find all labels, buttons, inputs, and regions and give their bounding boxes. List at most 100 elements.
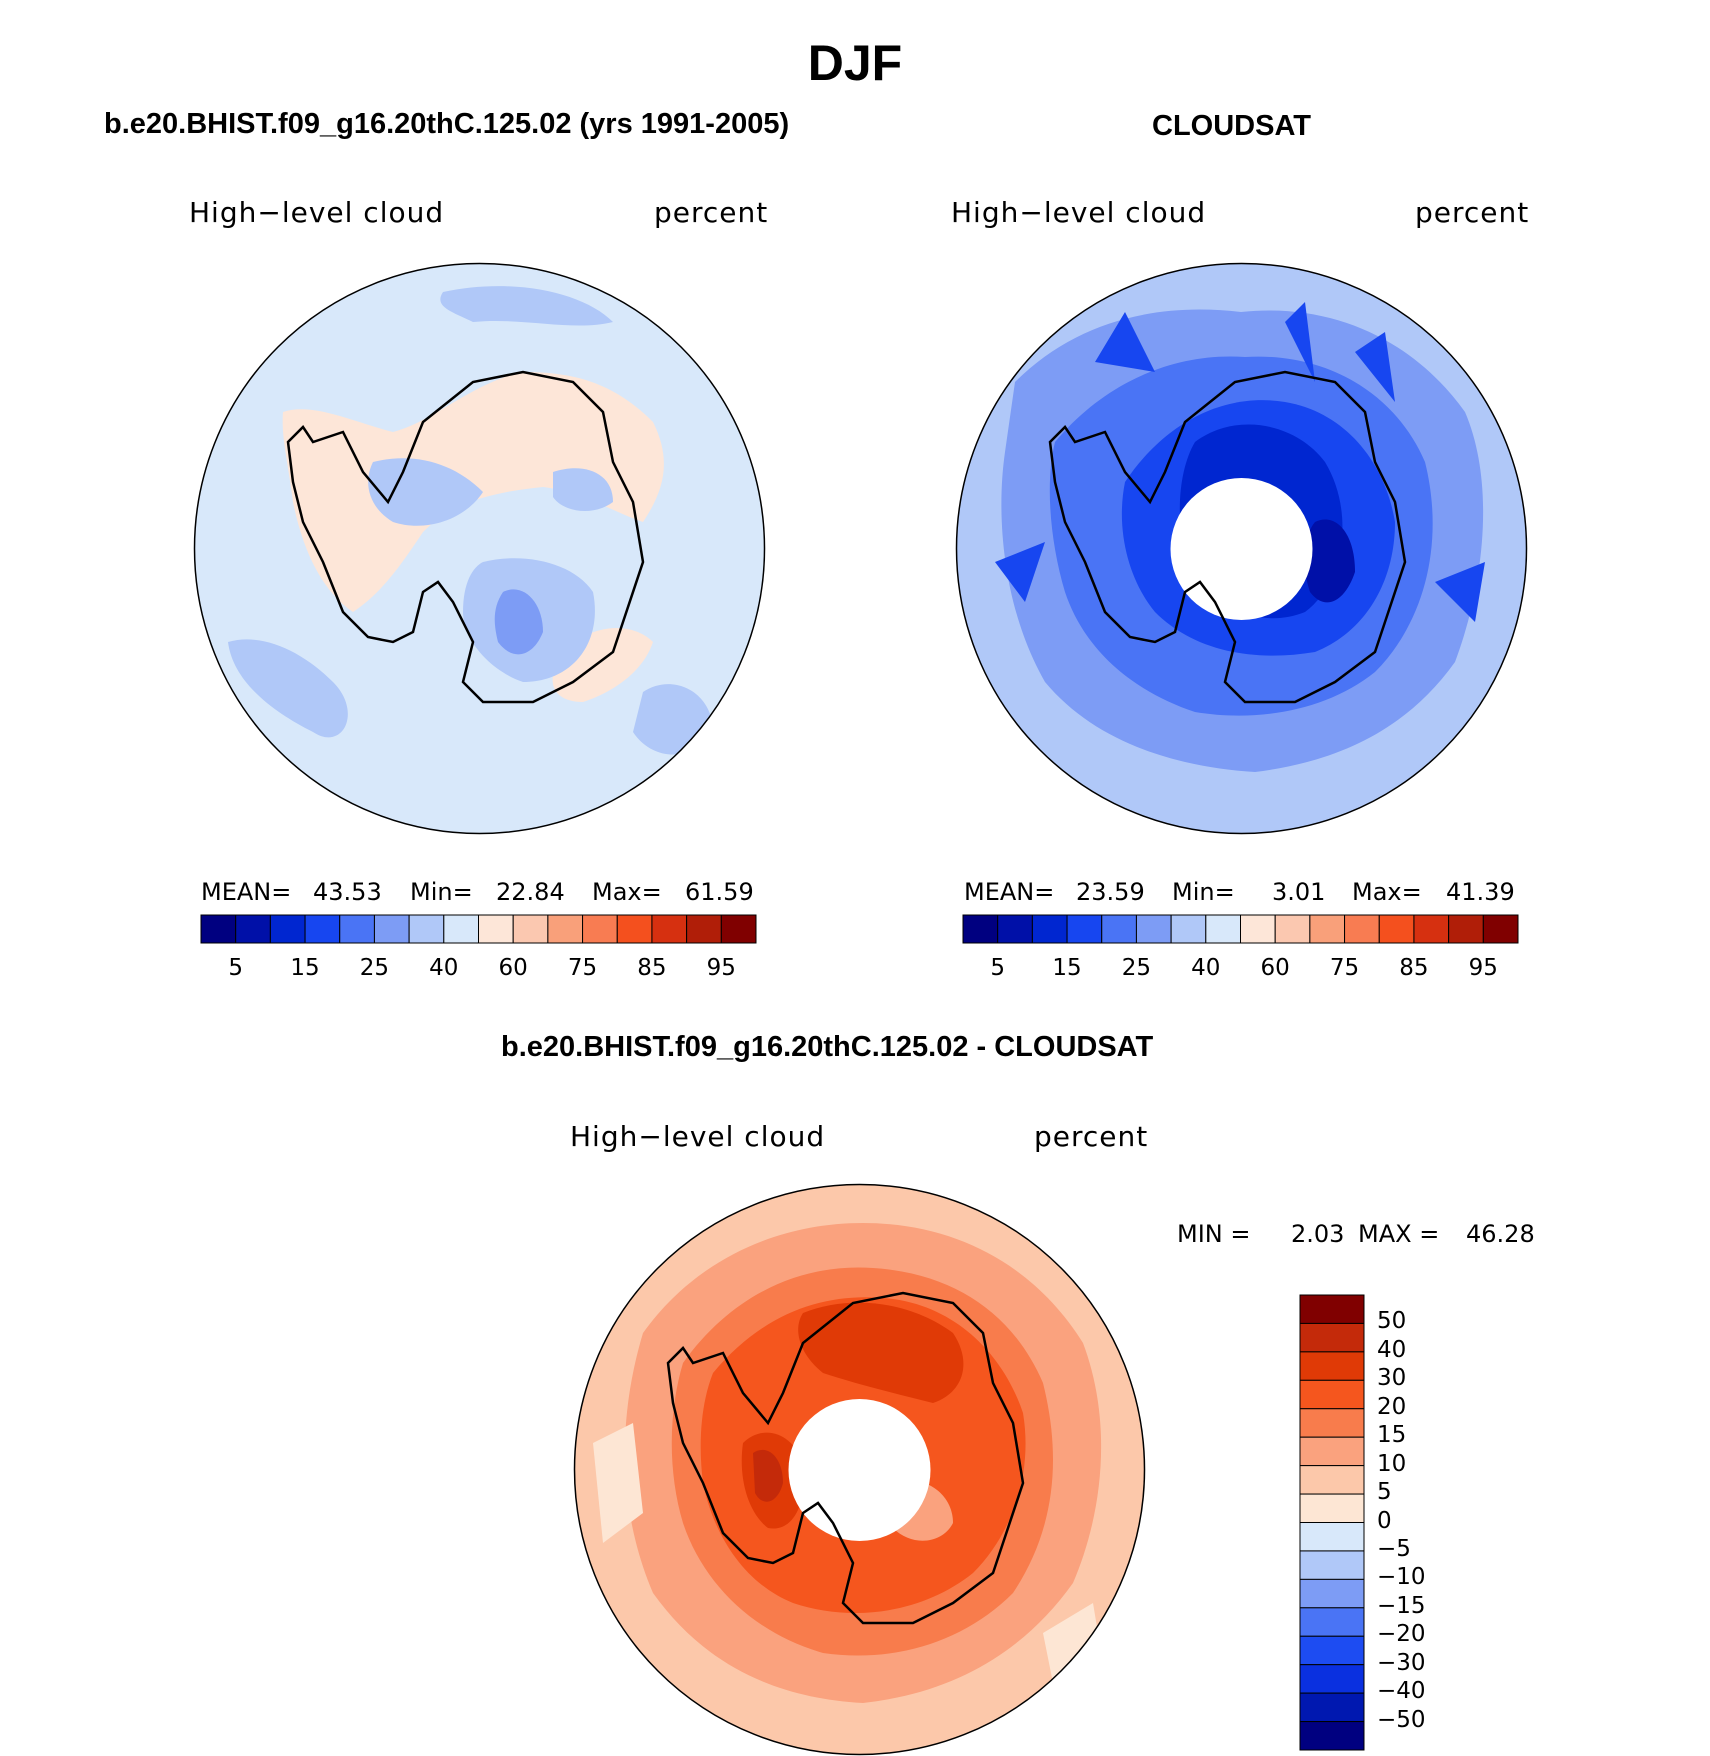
model-mean-label: MEAN= — [201, 878, 292, 906]
model-variable-label: High−level cloud — [189, 196, 445, 229]
model-colorbar-swatch — [269, 914, 306, 944]
diff-colorbar-swatch — [1299, 1607, 1365, 1637]
model-colorbar-swatch — [443, 914, 479, 944]
obs-colorbar-swatch — [1448, 914, 1484, 944]
model-panel-title: b.e20.BHIST.f09_g16.20thC.125.02 (yrs 19… — [104, 108, 790, 140]
diff-colorbar-swatch — [1299, 1578, 1365, 1609]
diff-colorbar-tick-label: 40 — [1377, 1336, 1407, 1363]
antarctica-coastline — [1048, 370, 1407, 704]
diff-colorbar-tick-label: −30 — [1377, 1649, 1426, 1676]
model-min-label: Min= — [410, 878, 473, 906]
diff-colorbar-swatch — [1299, 1379, 1365, 1410]
obs-mean-value: 23.59 — [1076, 878, 1145, 906]
model-colorbar — [200, 914, 757, 944]
diff-colorbar-swatch — [1299, 1635, 1365, 1666]
diff-colorbar-swatch — [1299, 1664, 1365, 1694]
obs-colorbar-tick-label: 15 — [1052, 955, 1082, 981]
obs-colorbar-swatch — [1101, 914, 1137, 944]
obs-min-value: 3.01 — [1272, 878, 1326, 906]
diff-colorbar-swatch — [1299, 1493, 1365, 1523]
obs-colorbar-tick-label: 25 — [1121, 955, 1152, 981]
obs-colorbar-tick-label: 75 — [1329, 955, 1360, 981]
obs-mean-label: MEAN= — [964, 878, 1055, 906]
model-colorbar-swatch — [686, 914, 722, 944]
figure-title: DJF — [807, 35, 903, 91]
model-colorbar-swatch — [582, 914, 618, 944]
obs-colorbar-tick-label: 40 — [1191, 955, 1221, 981]
obs-polar-map — [955, 262, 1528, 835]
diff-colorbar-swatch — [1299, 1721, 1365, 1751]
diff-colorbar-swatch — [1299, 1351, 1365, 1381]
diff-colorbar-tick-label: −20 — [1377, 1621, 1426, 1648]
model-colorbar-tick-label: 60 — [498, 955, 528, 981]
obs-colorbar-swatch — [997, 914, 1033, 944]
obs-colorbar-swatch — [1031, 914, 1068, 944]
model-colorbar-swatch — [512, 914, 549, 944]
diff-colorbar-swatch — [1299, 1465, 1365, 1495]
model-colorbar-tick-label: 40 — [429, 955, 459, 981]
diff-colorbar-tick-label: −15 — [1377, 1592, 1426, 1619]
diff-variable-label: High−level cloud — [570, 1120, 826, 1153]
obs-colorbar-tick-label: 85 — [1399, 955, 1429, 981]
model-colorbar-swatch — [408, 914, 445, 944]
diff-polar-map — [573, 1183, 1146, 1756]
diff-colorbar-tick-label: −10 — [1377, 1564, 1426, 1591]
diff-colorbar-tick-label: 0 — [1377, 1507, 1392, 1534]
obs-colorbar-swatch — [1240, 914, 1276, 944]
diff-colorbar-tick-label: 10 — [1377, 1450, 1407, 1477]
model-colorbar-swatch — [339, 914, 375, 944]
diff-panel-title: b.e20.BHIST.f09_g16.20thC.125.02 - CLOUD… — [501, 1031, 1154, 1063]
diff-colorbar-swatch — [1299, 1436, 1365, 1467]
model-colorbar-swatch — [478, 914, 514, 944]
model-min-value: 22.84 — [496, 878, 565, 906]
diff-colorbar-tick-label: 5 — [1377, 1479, 1392, 1506]
model-colorbar-swatch — [304, 914, 341, 944]
obs-colorbar-swatch — [1135, 914, 1172, 944]
model-colorbar-tick-label: 15 — [290, 955, 320, 981]
obs-colorbar-swatch — [1170, 914, 1207, 944]
model-polar-map — [193, 262, 766, 835]
model-colorbar-swatch — [720, 914, 757, 944]
diff-colorbar-tick-label: −40 — [1377, 1678, 1426, 1705]
model-colorbar-swatch — [616, 914, 653, 944]
obs-colorbar-swatch — [1274, 914, 1311, 944]
obs-colorbar-tick-label: 5 — [990, 955, 1005, 981]
obs-colorbar-swatch — [962, 914, 999, 944]
model-colorbar-swatch — [200, 914, 237, 944]
diff-colorbar-swatch — [1299, 1408, 1365, 1438]
diff-colorbar-swatch — [1299, 1550, 1365, 1580]
diff-colorbar-swatch — [1299, 1522, 1365, 1552]
model-colorbar-tick-label: 85 — [637, 955, 667, 981]
obs-colorbar-swatch — [1482, 914, 1519, 944]
model-colorbar-tick-label: 5 — [228, 955, 243, 981]
model-max-value: 61.59 — [685, 878, 754, 906]
model-colorbar-swatch — [651, 914, 688, 944]
obs-min-label: Min= — [1172, 878, 1235, 906]
diff-colorbar-swatch — [1299, 1294, 1365, 1324]
obs-colorbar-swatch — [1066, 914, 1103, 944]
diff-colorbar-tick-label: 15 — [1377, 1422, 1407, 1449]
model-colorbar-swatch — [547, 914, 584, 944]
diff-units-label: percent — [1034, 1120, 1149, 1153]
obs-colorbar-swatch — [1309, 914, 1346, 944]
diff-min-value: 2.03 — [1291, 1220, 1345, 1248]
diff-max-label: MAX = — [1358, 1220, 1440, 1248]
diff-colorbar-swatch — [1299, 1322, 1365, 1353]
obs-colorbar-swatch — [1413, 914, 1450, 944]
model-colorbar-tick-label: 95 — [706, 955, 736, 981]
diff-colorbar-tick-label: −5 — [1377, 1535, 1411, 1562]
diff-min-label: MIN = — [1177, 1220, 1251, 1248]
obs-colorbar — [962, 914, 1519, 944]
diff-max-value: 46.28 — [1466, 1220, 1535, 1248]
antarctica-coastline — [286, 370, 645, 704]
model-colorbar-tick-label: 75 — [567, 955, 598, 981]
diff-colorbar-tick-label: 50 — [1377, 1308, 1407, 1335]
obs-colorbar-tick-label: 60 — [1260, 955, 1290, 981]
diff-colorbar-swatch — [1299, 1692, 1365, 1723]
obs-max-label: Max= — [1352, 878, 1422, 906]
model-colorbar-swatch — [235, 914, 271, 944]
model-units-label: percent — [654, 196, 769, 229]
antarctica-coastline — [666, 1291, 1025, 1625]
diff-colorbar-tick-label: −50 — [1377, 1706, 1426, 1733]
model-max-label: Max= — [592, 878, 662, 906]
